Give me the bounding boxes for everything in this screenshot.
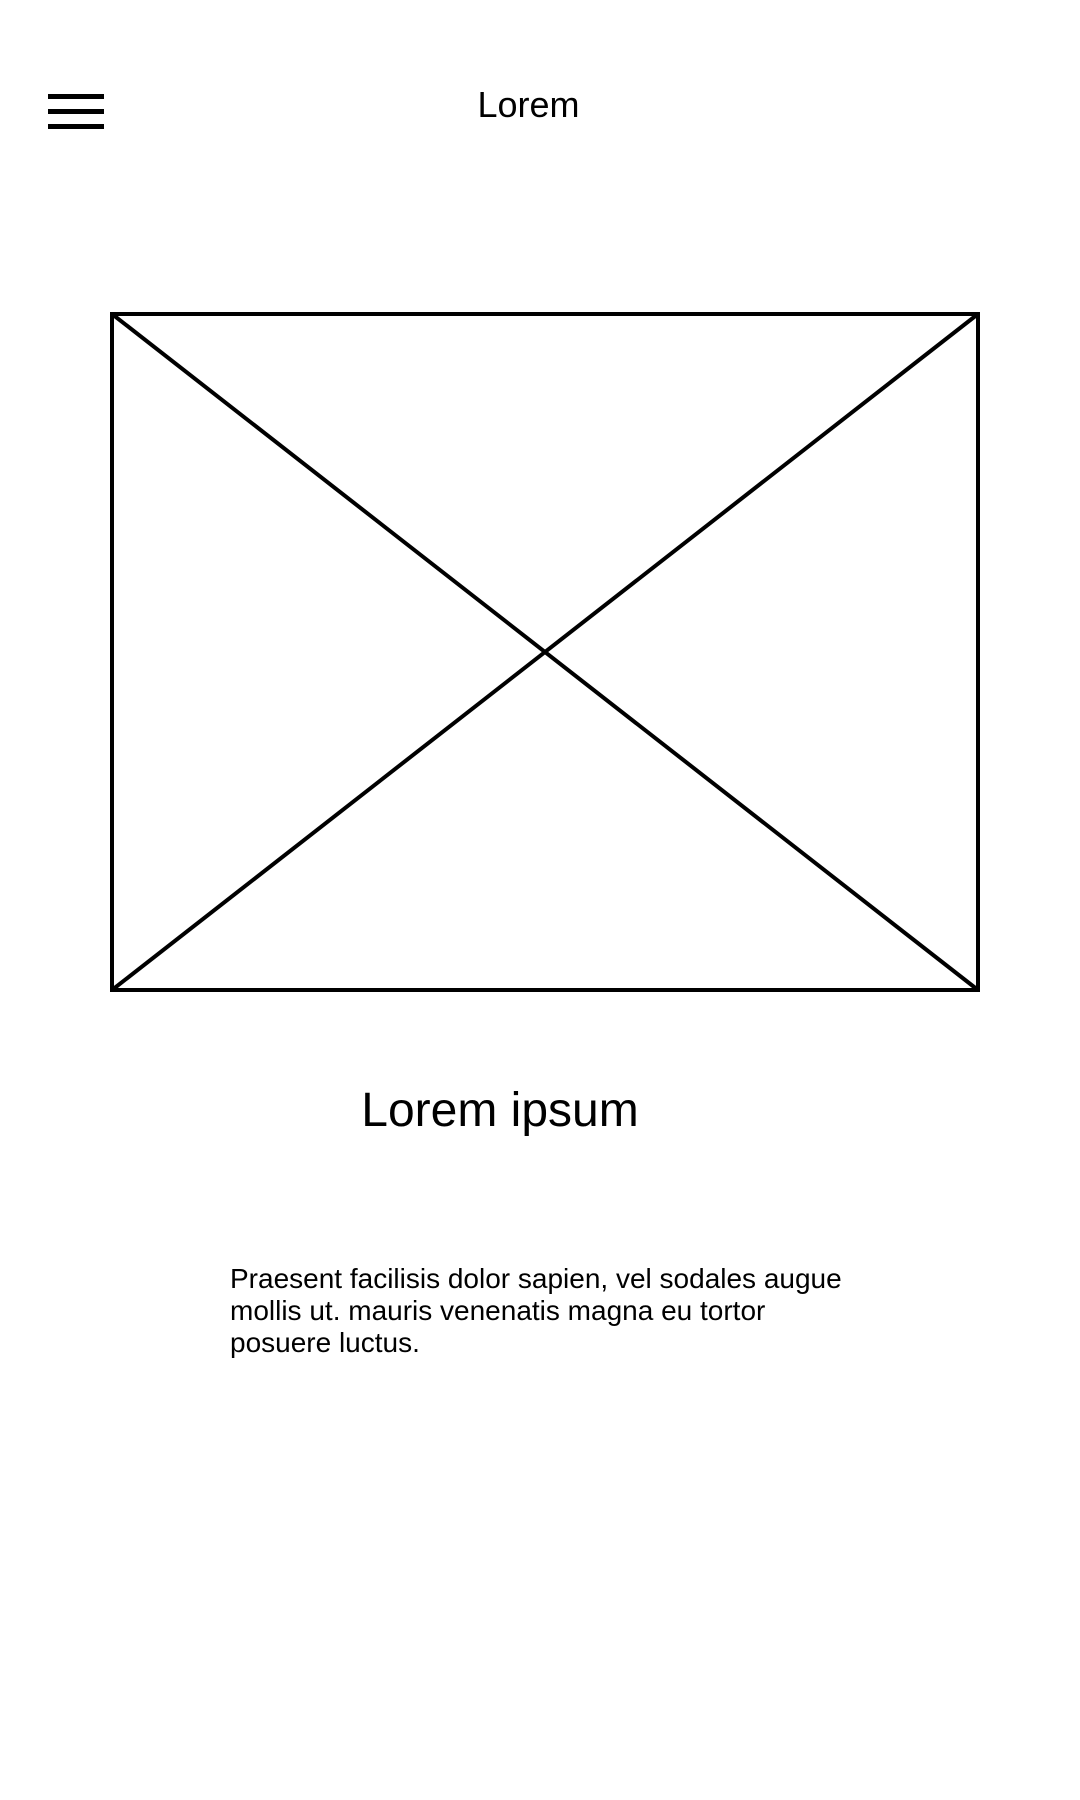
image-placeholder-frame — [110, 312, 980, 992]
menu-button[interactable] — [48, 94, 104, 132]
body-paragraph: Praesent facilisis dolor sapien, vel sod… — [230, 1263, 842, 1358]
image-placeholder-diagonal — [110, 312, 980, 992]
hamburger-menu-icon — [48, 94, 104, 99]
page-title: Lorem — [477, 84, 580, 125]
section-heading: Lorem ipsum — [361, 1084, 639, 1137]
hamburger-menu-icon-bar — [48, 109, 104, 114]
hamburger-menu-icon-bar — [48, 124, 104, 129]
image-placeholder-icon — [110, 312, 980, 992]
